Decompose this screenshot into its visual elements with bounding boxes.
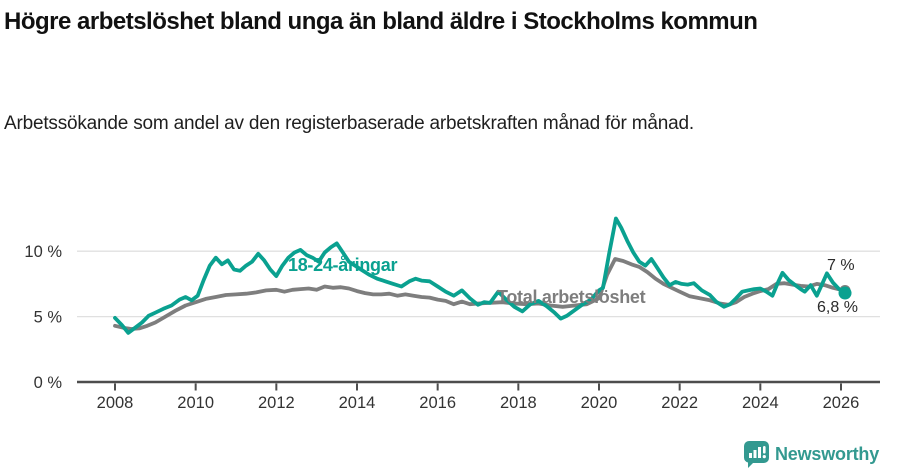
newsworthy-logo-text: Newsworthy [775,444,880,464]
chart-subtitle: Arbetssökande som andel av den registerb… [4,113,694,134]
x-tick-label: 2024 [742,394,779,412]
newsworthy-logo: Newsworthy [744,441,879,468]
y-tick-label: 10 % [24,243,62,261]
series-label-total: Total arbetslöshet [497,287,646,307]
total-unemployment-line [113,257,847,331]
y-tick-label: 0 % [34,374,63,392]
x-tick-label: 2012 [258,394,295,412]
chart-title: Högre arbetslöshet bland unga än bland ä… [4,8,758,35]
young-unemployment-line [113,216,847,335]
x-tick-label: 2026 [823,394,860,412]
end-value-label-total: 7 % [827,257,855,274]
y-tick-label: 5 % [34,309,63,327]
x-tick-label: 2014 [339,394,376,412]
newsworthy-logo-icon [744,441,769,468]
x-tick-label: 2016 [419,394,456,412]
young-end-dot [838,286,852,300]
x-tick-label: 2008 [97,394,134,412]
x-tick-label: 2020 [581,394,618,412]
x-tick-label: 2018 [500,394,537,412]
x-tick-label: 2010 [177,394,214,412]
x-tick-label: 2022 [661,394,698,412]
end-value-label-young: 6,8 % [817,299,858,316]
series-label-young: 18-24-åringar [288,255,398,275]
